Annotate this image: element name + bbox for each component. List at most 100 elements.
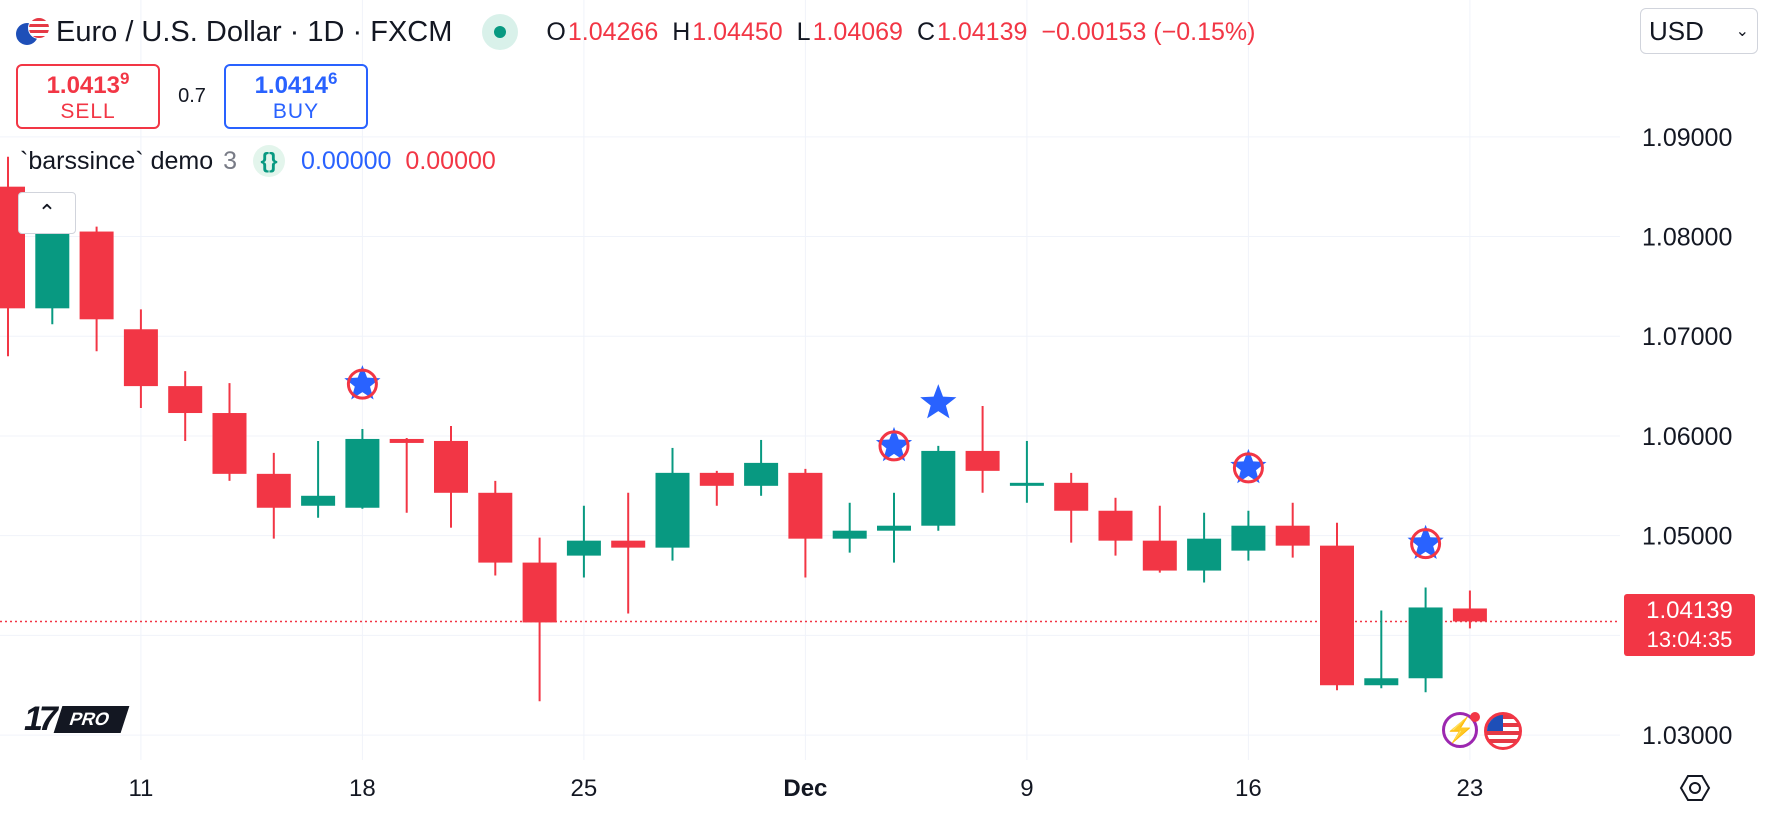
market-open-status-icon[interactable] [482,14,519,50]
chevron-up-icon: ⌃ [37,200,57,225]
currency-pair-icon [16,17,50,47]
candle [168,371,203,441]
candle-body [256,473,291,508]
candle [0,156,25,357]
candle [921,445,956,531]
tradingview-logo[interactable]: 17 PRO [24,700,130,739]
candle [1320,522,1354,691]
candle [522,537,557,702]
star-marker [920,384,957,419]
settings-icon[interactable] [1679,772,1711,804]
ohlc-values: O 1.04266 H 1.04450 L 1.04069 C 1.04139 −0.0… [546,18,1255,47]
sell-button[interactable]: 1.04139 SELL [16,64,160,129]
close-key: C [916,17,936,46]
candle-body [788,472,823,539]
source-code-icon[interactable]: {} [253,145,286,177]
price-tick-label: 1.09000 [1642,124,1732,152]
candle-body [1320,545,1354,686]
last-price-value: 1.04139 [1646,597,1733,624]
candle-body [611,540,646,548]
candle-body [389,438,424,443]
star-marker [1407,524,1444,560]
star-marker [1230,448,1267,484]
buy-button[interactable]: 1.04146 BUY [224,64,368,129]
candle-body [1142,540,1177,571]
candle [1275,502,1310,558]
candle-body [35,231,70,309]
candle [1142,505,1177,573]
collapse-legend-button[interactable]: ⌃ [18,192,76,234]
time-axis: 11 18 25 Dec 9 16 23 [128,775,1483,802]
sell-pip: 9 [119,69,130,88]
candle-body [1408,607,1443,679]
candle-body [301,495,336,506]
candle [1098,497,1133,556]
candle-body [123,329,158,387]
star-icon [1230,448,1267,484]
candle-body [877,525,911,531]
candle-body [1009,482,1044,486]
candle [699,470,734,506]
indicator-name[interactable]: `barssince` demo [20,146,214,175]
candle [832,502,867,553]
candle-body [1187,538,1222,571]
candle [877,492,911,563]
candle-body [1452,608,1487,622]
tv-logo-icon: 17 [24,700,58,738]
price-tick-label: 1.03000 [1642,722,1732,750]
star-icon [1407,524,1444,559]
indicator-param: 3 [223,146,238,175]
candle [1364,610,1399,689]
spread-value: 0.7 [178,85,206,107]
candle-body [1275,525,1310,546]
candle-body [478,492,513,563]
bar-countdown: 13:04:35 [1646,627,1733,652]
candle [345,428,380,509]
candle [389,437,424,513]
candle [1054,472,1089,543]
ring-marker [346,368,378,400]
candle [744,439,779,496]
time-tick-label: 23 [1457,775,1484,802]
time-tick-label: 25 [571,775,598,802]
indicator-value-1: 0.00000 [301,146,392,175]
candle [1187,512,1222,583]
chevron-down-icon: ⌄ [1735,23,1749,40]
candle-body [921,450,956,526]
lightning-icon[interactable]: ⚡ [1442,712,1478,748]
price-tick-label: 1.06000 [1642,423,1732,451]
candle-body [434,440,468,493]
candle [478,480,513,576]
currency-value: USD [1649,15,1704,46]
high-value: 1.04450 [692,17,783,46]
indicator-value-2: 0.00000 [405,146,496,175]
symbol-title[interactable]: Euro / U.S. Dollar · 1D · FXCM [56,15,453,48]
notification-dot [1470,712,1480,722]
candle [1231,510,1266,561]
candle [566,505,601,578]
candle-body [1231,525,1266,551]
symbol-header: Euro / U.S. Dollar · 1D · FXCM O 1.04266 … [16,12,1255,52]
price-axis: 1.03000 1.05000 1.06000 1.07000 1.08000 1.090… [1642,124,1732,750]
star-icon [920,384,957,419]
time-tick-label: 9 [1020,775,1033,802]
trade-panel: 1.04139 SELL 0.7 1.04146 BUY [16,64,368,129]
candle-body [699,472,734,486]
star-icon [344,365,381,400]
sell-label: SELL [60,100,116,123]
candle-body [1098,510,1133,541]
star-icon [875,426,913,462]
candle-body [744,462,779,486]
star-marker [875,426,913,462]
candle-body [212,413,247,474]
indicator-legend[interactable]: `barssince` demo 3 {} 0.00000 0.00000 [20,145,496,177]
currency-select[interactable]: USD ⌄ [1640,8,1758,54]
candle [655,447,690,561]
price-tick-label: 1.07000 [1642,323,1732,351]
high-key: H [672,17,691,46]
candle [1408,587,1443,693]
us-flag-icon[interactable] [1484,712,1522,750]
time-tick-label: 11 [128,775,153,802]
candle [212,383,247,481]
